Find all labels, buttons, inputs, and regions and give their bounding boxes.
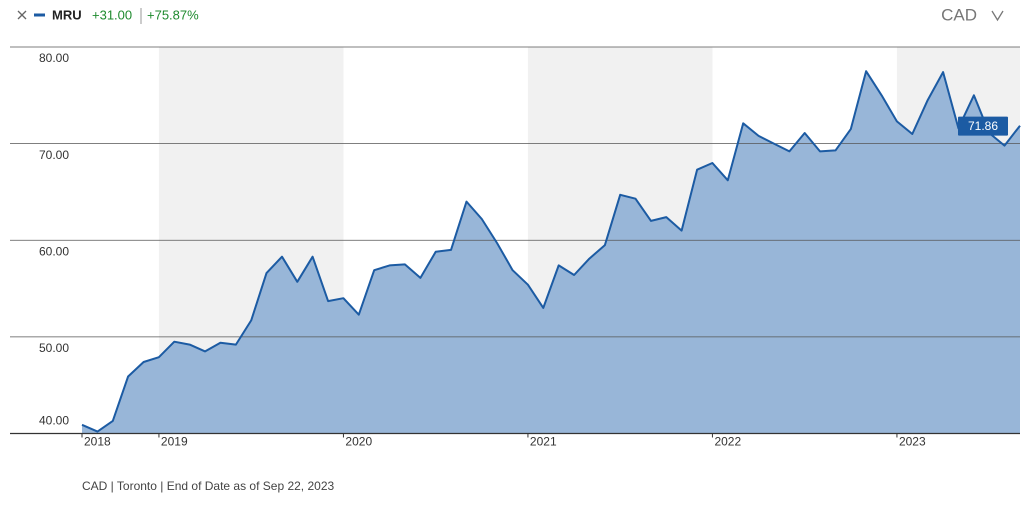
y-tick-label: 50.00 xyxy=(39,341,69,355)
footnote: CAD | Toronto | End of Date as of Sep 22… xyxy=(82,479,334,493)
change: +31.00 xyxy=(92,7,132,22)
dropdown-icon xyxy=(991,10,1004,22)
x-tick-label: 2019 xyxy=(161,435,188,449)
close-button[interactable] xyxy=(17,10,27,20)
x-tick-label: 2018 xyxy=(84,435,111,449)
y-tick-label: 80.00 xyxy=(39,51,69,65)
currency-dropdown[interactable]: CAD xyxy=(941,5,1004,24)
x-tick-label: 2020 xyxy=(345,435,372,449)
y-tick-label: 60.00 xyxy=(39,244,69,258)
x-tick-label: 2023 xyxy=(899,435,926,449)
x-tick-label: 2021 xyxy=(530,435,557,449)
y-tick-label: 40.00 xyxy=(39,414,69,428)
currency: CAD xyxy=(941,5,977,24)
last-value-badge xyxy=(958,116,1008,136)
legend-label: MRU xyxy=(52,7,82,22)
x-tick-label: 2022 xyxy=(714,435,741,449)
last-value-label: 71.86 xyxy=(968,119,998,133)
area xyxy=(82,71,1020,434)
y-tick-label: 70.00 xyxy=(39,148,69,162)
line xyxy=(81,70,1021,433)
close-icon xyxy=(17,10,27,20)
change-percent: +75.87% xyxy=(147,7,199,22)
